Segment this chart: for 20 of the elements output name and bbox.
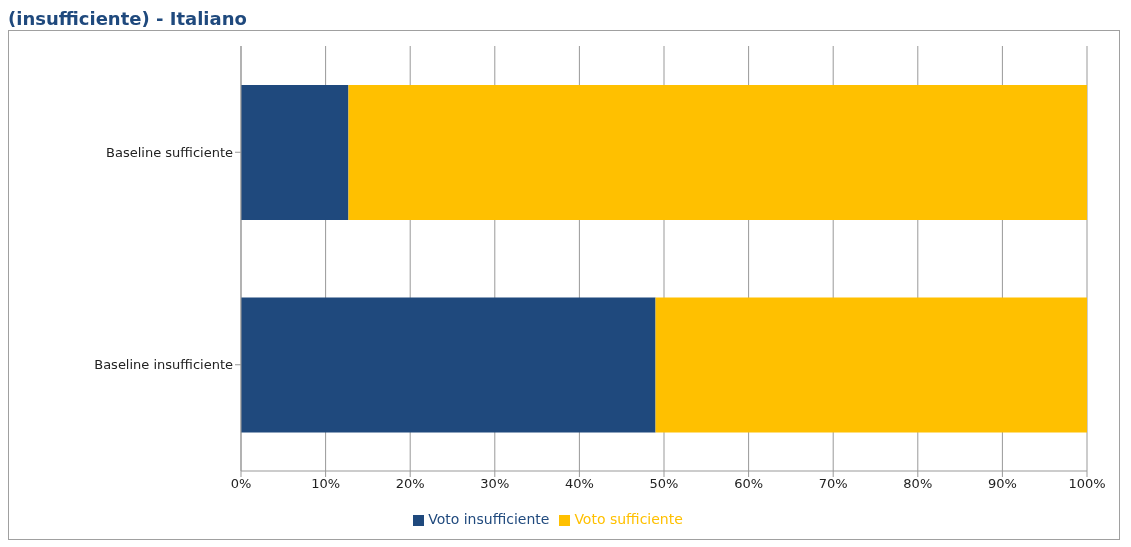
x-tick-label: 0% bbox=[230, 476, 252, 492]
x-tick-label: 90% bbox=[987, 476, 1017, 492]
legend-label: Voto insufficiente bbox=[428, 511, 550, 527]
bar bbox=[241, 297, 656, 433]
x-tick-label: 10% bbox=[311, 476, 341, 492]
x-tick-label: 40% bbox=[564, 476, 594, 492]
x-tick-label: 20% bbox=[395, 476, 425, 492]
x-tick-label: 30% bbox=[480, 476, 510, 492]
x-tick-label: 100% bbox=[1068, 476, 1106, 492]
bar bbox=[655, 297, 1087, 433]
x-tick-label: 60% bbox=[734, 476, 764, 492]
x-tick-label: 80% bbox=[903, 476, 933, 492]
bar bbox=[348, 85, 1087, 220]
bar bbox=[241, 85, 349, 220]
x-tick-label: 70% bbox=[818, 476, 848, 492]
y-tick-label: Baseline sufficiente bbox=[106, 144, 233, 160]
chart-title: (insufficiente) - Italiano bbox=[8, 8, 248, 30]
x-tick-label: 50% bbox=[649, 476, 679, 492]
legend-label: Voto sufficiente bbox=[574, 511, 683, 527]
y-tick-label: Baseline insufficiente bbox=[94, 357, 233, 373]
